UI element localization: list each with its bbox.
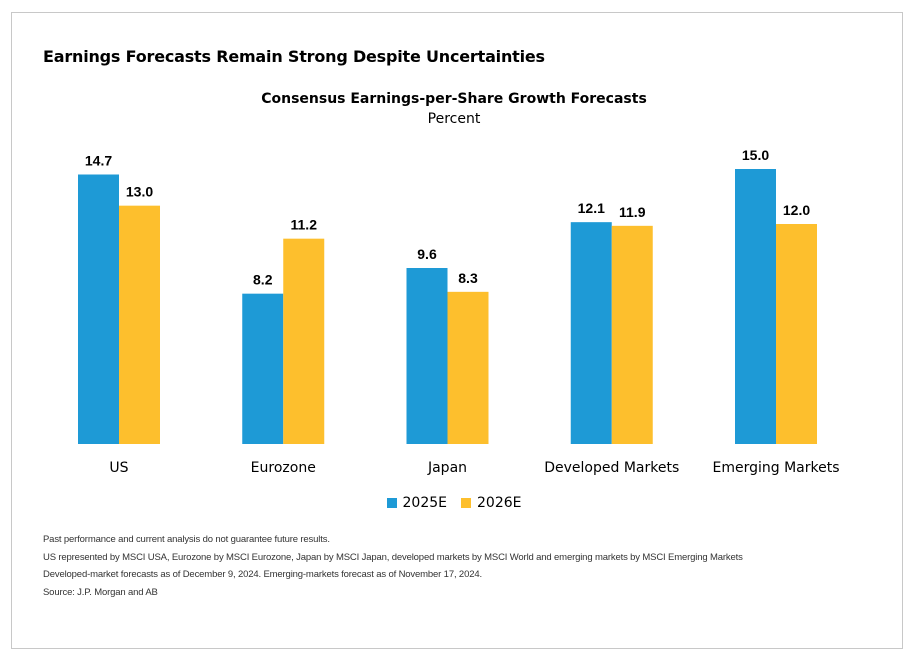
bar-eurozone-2026e: [283, 238, 325, 444]
legend-item-2026e: 2026E: [461, 495, 521, 511]
data-label-us-2025e: 14.7: [85, 153, 112, 169]
x-tick-label-emerging-markets: Emerging Markets: [712, 460, 839, 476]
bar-developed-markets-2025e: [570, 222, 612, 444]
x-tick-label-us: US: [109, 460, 128, 476]
data-label-japan-2026e: 8.3: [458, 270, 478, 286]
data-label-eurozone-2025e: 8.2: [253, 272, 273, 288]
footnote-index-definitions: US represented by MSCI USA, Eurozone by …: [43, 551, 743, 563]
legend-swatch-2026e: [461, 498, 471, 508]
data-label-developed-markets-2025e: 12.1: [578, 200, 605, 216]
data-label-eurozone-2026e: 11.2: [291, 217, 318, 233]
legend-swatch-2025e: [386, 498, 397, 508]
x-tick-label-developed-markets: Developed Markets: [544, 460, 679, 476]
footnote-source: Source: J.P. Morgan and AB: [43, 586, 158, 598]
data-label-emerging-markets-2025e: 15.0: [742, 147, 769, 163]
bar-us-2025e: [78, 174, 119, 444]
chart-title: Consensus Earnings-per-Share Growth Fore…: [261, 91, 647, 107]
legend: 2025E 2026E: [0, 495, 908, 511]
footnote-disclaimer: Past performance and current analysis do…: [43, 534, 330, 545]
bar-eurozone-2025e: [242, 293, 284, 444]
x-tick-label-japan: Japan: [427, 460, 467, 476]
bar-emerging-markets-2025e: [735, 169, 776, 444]
legend-label-2026e: 2026E: [477, 495, 522, 511]
bar-us-2026e: [119, 205, 160, 444]
bar-japan-2026e: [447, 291, 489, 444]
data-label-us-2026e: 13.0: [126, 184, 153, 200]
headline: Earnings Forecasts Remain Strong Despite…: [43, 47, 545, 66]
legend-item-2025e: 2025E: [386, 495, 447, 511]
bar-japan-2025e: [406, 268, 448, 444]
chart-subtitle: Percent: [427, 111, 481, 127]
data-label-developed-markets-2026e: 11.9: [619, 204, 646, 220]
data-label-japan-2025e: 9.6: [417, 246, 437, 262]
footnote-forecast-dates: Developed-market forecasts as of Decembe…: [43, 569, 482, 580]
bar-emerging-markets-2026e: [776, 224, 817, 444]
x-tick-label-eurozone: Eurozone: [251, 460, 316, 476]
bar-developed-markets-2026e: [611, 225, 653, 444]
legend-label-2025e: 2025E: [402, 495, 447, 511]
footnotes: Past performance and current analysis do…: [43, 531, 743, 601]
data-label-emerging-markets-2026e: 12.0: [783, 202, 810, 218]
